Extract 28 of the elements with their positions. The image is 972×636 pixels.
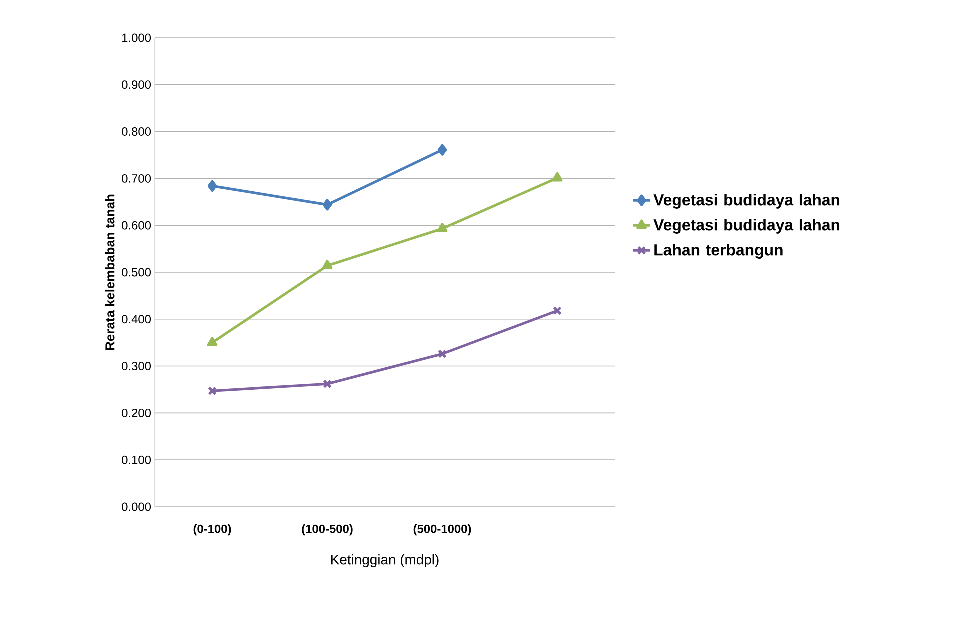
- legend-label: Lahan terbangun: [654, 244, 783, 260]
- legend-label: Vegetasi budidaya lahan: [654, 219, 840, 234]
- y-tick-label: 0.300: [122, 362, 152, 371]
- point: [438, 144, 448, 156]
- point: [437, 223, 448, 232]
- point: [438, 350, 447, 359]
- y-tick-label: 0.500: [122, 268, 152, 277]
- y-tick-label: 0.900: [122, 80, 152, 90]
- y-tick-label: 0.100: [122, 456, 152, 464]
- y-tick-label: 0.800: [122, 128, 152, 136]
- y-tick-label: 0.000: [122, 502, 152, 512]
- y-axis-title: Rerata kelembaban tanah: [105, 194, 115, 350]
- point: [552, 172, 563, 182]
- point: [207, 337, 218, 346]
- point: [322, 260, 333, 270]
- point: [323, 380, 332, 389]
- y-tick-label: 1.000: [122, 34, 152, 42]
- y-tick-label: 0.700: [122, 174, 152, 183]
- y-tick-label: 0.600: [122, 221, 152, 230]
- y-tick-label: 0.200: [122, 408, 152, 418]
- y-tick-label: 0.400: [122, 315, 152, 324]
- x-tick-label: (500-1000): [414, 524, 472, 536]
- point: [208, 180, 218, 192]
- x-tick-label: (0-100): [194, 524, 232, 536]
- legend-label: Vegetasi budidaya lahan: [654, 194, 840, 209]
- x-axis-title: Ketinggian (mdpl): [331, 554, 439, 568]
- point: [322, 199, 332, 211]
- x-tick-label: (100-500): [302, 524, 353, 536]
